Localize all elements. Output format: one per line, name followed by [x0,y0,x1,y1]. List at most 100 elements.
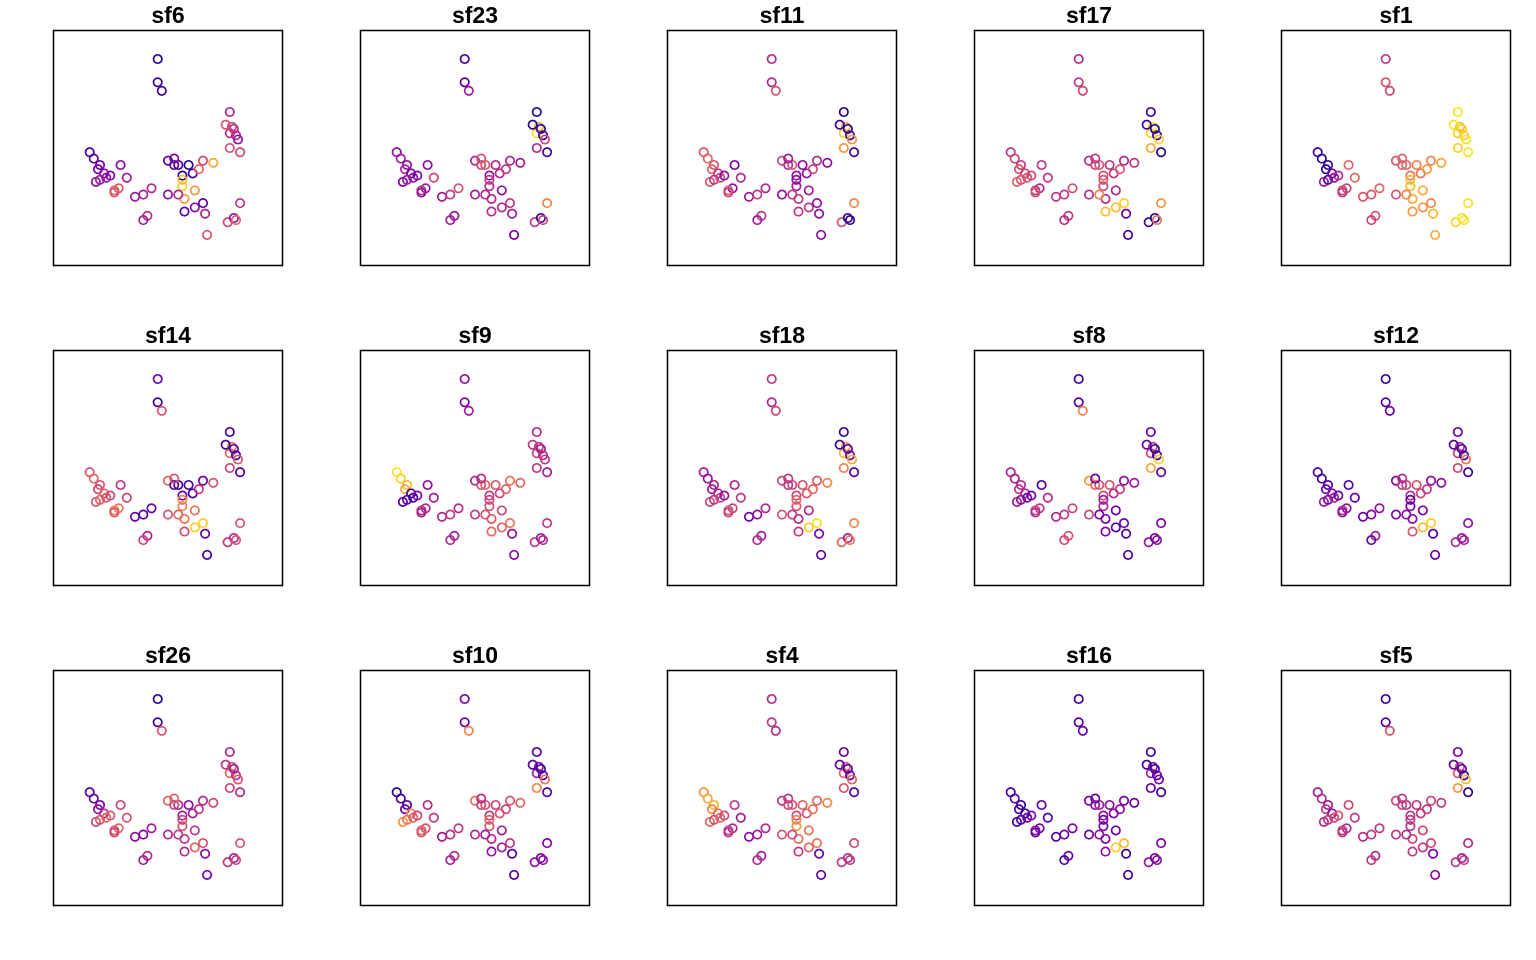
data-point [535,212,546,224]
data-point [1098,490,1109,501]
data-point [1059,535,1070,546]
data-point [1436,157,1447,168]
data-point [1145,106,1156,118]
data-point [507,528,518,539]
scatter-plot [973,669,1205,907]
data-point [121,172,132,183]
data-point [1463,518,1474,529]
data-point [197,838,209,849]
data-point [1425,155,1437,166]
panel-title: sf17 [1065,2,1113,28]
data-point [496,825,507,836]
data-point [1316,153,1327,164]
data-point [1077,725,1088,736]
data-point [500,164,511,175]
data-point [1417,842,1428,853]
data-point [783,793,794,804]
data-point [129,511,141,522]
data-point [842,852,853,864]
data-point [760,823,771,834]
data-point [1349,492,1360,503]
data-point [1428,848,1439,859]
data-point [169,793,180,804]
data-point [453,503,464,514]
data-point [729,159,740,171]
data-point [1118,795,1130,806]
data-point [787,829,798,840]
data-point [1411,159,1422,171]
data-point [412,490,423,501]
panel-title: sf4 [765,642,799,668]
data-point [793,206,804,217]
data-point [803,842,814,853]
data-point [1147,121,1158,132]
data-point [197,155,209,166]
data-point [152,77,163,88]
data-point [1026,810,1037,821]
data-point [816,869,827,880]
data-point [226,761,237,772]
data-point [1145,746,1156,758]
data-point [445,855,456,866]
data-point [504,475,516,486]
data-point [121,492,132,503]
data-point [1090,479,1101,491]
data-point [1463,147,1474,158]
data-point [752,855,763,866]
data-point [811,838,823,849]
panel-sf18: sf18 [666,320,898,587]
data-point [480,509,491,520]
data-point [463,725,474,736]
data-point [1077,405,1088,416]
data-point [793,846,804,857]
data-point [1073,397,1084,408]
data-point [193,164,204,175]
data-point [743,831,755,842]
data-point [436,191,448,202]
data-point [152,693,163,705]
data-point [1401,189,1412,200]
data-point [1050,831,1062,842]
data-point [156,85,167,96]
data-point [1456,443,1467,454]
data-point [515,477,526,488]
data-point [1463,787,1474,798]
data-point [1460,134,1472,145]
data-point [1411,799,1422,811]
data-point [169,159,180,171]
data-point [791,810,802,821]
data-point [1366,215,1377,226]
data-point [1322,814,1334,825]
data-point [200,848,211,859]
data-point [173,829,184,840]
data-point [842,123,853,134]
data-point [1448,439,1459,450]
data-point [816,229,827,240]
data-point [807,484,818,495]
data-point [1390,829,1402,840]
data-point [1118,155,1130,166]
panel-title: sf6 [151,2,185,28]
data-point [459,373,470,385]
plot-frame [973,29,1205,267]
data-point [183,479,194,491]
data-point [1366,509,1377,520]
data-point [228,763,239,774]
data-point [152,53,163,65]
data-point [752,509,763,520]
data-point [1436,797,1447,808]
data-point [542,147,553,158]
data-point [1380,53,1391,65]
data-point [783,473,794,484]
data-point [1098,170,1109,181]
data-point [723,827,734,838]
data-point [416,187,427,198]
data-point [115,479,126,491]
data-point [1094,509,1105,520]
data-point [723,507,734,518]
data-point [1090,159,1101,171]
data-point [484,810,495,821]
data-point [766,717,777,728]
data-point [232,774,244,785]
panel-sf26: sf26 [52,640,284,907]
